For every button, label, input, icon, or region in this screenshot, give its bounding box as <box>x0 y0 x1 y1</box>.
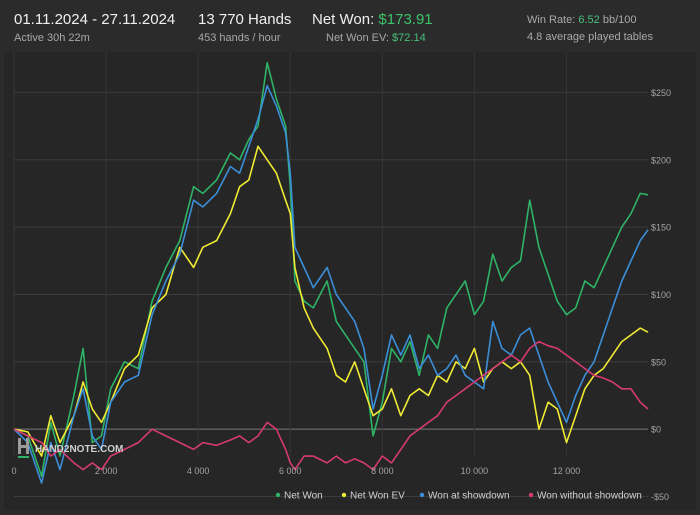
average-tables: 4.8 average played tables <box>527 31 653 43</box>
win-rate-label: Win Rate: <box>527 14 576 26</box>
net-won-ev-label: Net Won EV: <box>326 32 389 44</box>
hand2note-logo: HAND2NOTE.COM <box>18 438 123 458</box>
legend-label: Won at showdown <box>428 491 510 502</box>
legend-label: Net Won EV <box>350 491 405 502</box>
active-time: Active 30h 22m <box>14 32 90 44</box>
legend-label: Won without showdown <box>537 491 642 502</box>
date-range[interactable]: 01.11.2024 - 27.11.2024 <box>14 11 176 28</box>
hands-count: 13 770 Hands <box>198 11 292 28</box>
win-rate-unit: bb/100 <box>602 14 637 26</box>
y-tick-label: -$50 <box>651 492 669 502</box>
legend-dot <box>528 492 534 498</box>
stats-header: 01.11.2024 - 27.11.2024 Active 30h 22m 1… <box>0 0 700 52</box>
chart-panel[interactable]: $250 $200 $150 $100 $50 $0 -$50 0 2 000 4 000 6 0… <box>4 52 696 510</box>
net-won-summary: Net Won: $173.91 <box>312 11 433 28</box>
legend-item[interactable]: Won at showdown <box>419 491 510 502</box>
legend: Net Won Net Won EV Won at showdown Won with… <box>275 491 642 502</box>
x-axis-ticks: 0 2 000 4 000 6 000 8 000 10 000 12 000 <box>11 466 580 476</box>
win-rate-value: 6.52 <box>578 14 600 26</box>
y-tick-label: $50 <box>651 357 666 367</box>
y-tick-label: $250 <box>651 88 671 98</box>
legend-item[interactable]: Won without showdown <box>528 491 642 502</box>
legend-dot <box>275 492 281 498</box>
series-line-3 <box>13 340 649 471</box>
series-lines <box>13 62 649 484</box>
y-tick-label: $150 <box>651 223 671 233</box>
series-line-0 <box>13 62 649 478</box>
win-rate: Win Rate: 6.52 bb/100 <box>527 14 637 26</box>
legend-item[interactable]: Net Won EV <box>341 491 405 502</box>
series-line-1 <box>13 145 649 457</box>
x-tick-label: 10 000 <box>461 466 489 476</box>
net-won-value: $173.91 <box>378 11 433 28</box>
legend-item[interactable]: Net Won <box>275 491 323 502</box>
profit-graph[interactable]: $250 $200 $150 $100 $50 $0 -$50 0 2 000 4 000 6 0… <box>4 52 696 510</box>
net-won-ev-value: $72.14 <box>392 32 426 44</box>
grid-lines <box>13 52 648 498</box>
y-tick-label: $0 <box>651 425 661 435</box>
x-tick-label: 0 <box>11 466 16 476</box>
legend-label: Net Won <box>284 491 323 502</box>
series-line-2 <box>13 84 649 484</box>
net-won-label: Net Won: <box>312 11 375 28</box>
y-tick-label: $200 <box>651 155 671 165</box>
hands-per-hour: 453 hands / hour <box>198 32 281 44</box>
watermark-text: HAND2NOTE.COM <box>35 444 123 455</box>
legend-dot <box>419 492 425 498</box>
x-tick-label: 12 000 <box>553 466 581 476</box>
x-tick-label: 4 000 <box>187 466 210 476</box>
y-tick-label: $100 <box>651 290 671 300</box>
x-tick-label: 6 000 <box>279 466 302 476</box>
y-axis-ticks: $250 $200 $150 $100 $50 $0 -$50 <box>651 88 671 502</box>
net-won-ev-summary: Net Won EV: $72.14 <box>326 32 426 44</box>
x-tick-label: 8 000 <box>371 466 394 476</box>
x-tick-label: 2 000 <box>95 466 118 476</box>
legend-dot <box>341 492 347 498</box>
